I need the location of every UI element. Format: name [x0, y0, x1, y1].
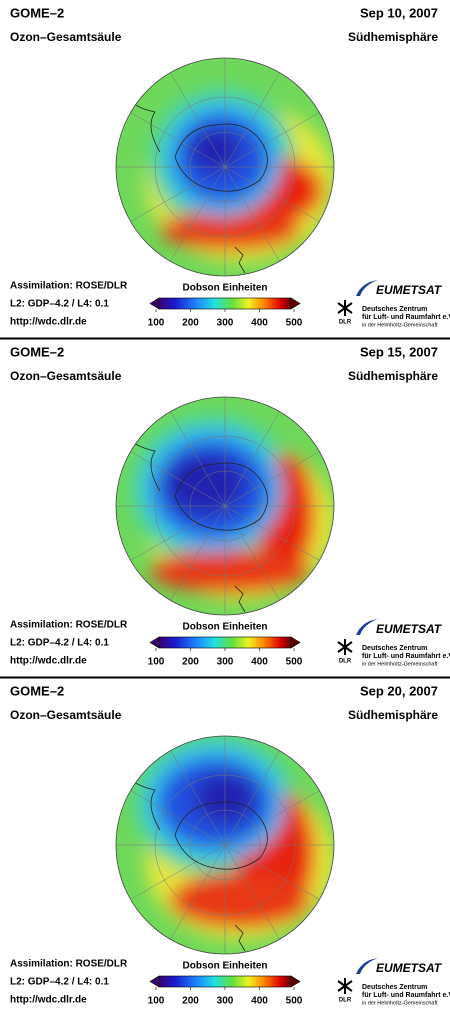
dlr-logo: DLR: [339, 998, 352, 1004]
url: http://wdc.dlr.de: [10, 995, 87, 1006]
colorbar: [158, 636, 292, 649]
colorbar-tick-label: 500: [286, 657, 303, 668]
ozone-red: [160, 210, 300, 250]
dlr-logo: DLR: [339, 659, 352, 665]
instrument: GOME–2: [10, 344, 64, 359]
dlr-tagline: in der Helmholtz-Gemeinschaft: [362, 1000, 438, 1006]
date: Sep 10, 2007: [360, 5, 438, 20]
version: L2: GDP–4.2 / L4: 0.1: [10, 638, 109, 649]
dlr-symbol: [337, 978, 353, 994]
colorbar-tick-label: 400: [251, 318, 268, 329]
coastline: [234, 246, 246, 274]
dlr-name: für Luft- und Raumfahrt e.V.: [362, 992, 450, 999]
dlr-name: Deutsches Zentrum: [362, 984, 427, 991]
parallel: [189, 470, 261, 542]
globe-outline: [115, 396, 335, 616]
colorbar-tick-label: 500: [286, 996, 303, 1007]
dlr-logo: DLR: [339, 320, 352, 326]
region: Südhemisphäre: [348, 708, 438, 722]
globe: [116, 736, 334, 954]
colorbar-tick-label: 200: [182, 657, 199, 668]
region: Südhemisphäre: [348, 369, 438, 383]
dlr-tagline: in der Helmholtz-Gemeinschaft: [362, 661, 438, 667]
dlr-name: für Luft- und Raumfahrt e.V.: [362, 314, 450, 321]
colorbar-tick-label: 300: [217, 996, 234, 1007]
eumetsat-logo: EUMETSAT: [376, 961, 443, 975]
parallel: [154, 96, 296, 238]
globe: [116, 397, 334, 615]
eumetsat-logo: EUMETSAT: [376, 283, 443, 297]
colorbar-label: Dobson Einheiten: [183, 283, 268, 294]
panel: GOME–2 Ozon–Gesamtsäule Sep 10, 2007 Südhem…: [10, 5, 450, 328]
globe-outline: [115, 57, 335, 277]
colorbar-label: Dobson Einheiten: [183, 622, 268, 633]
colorbar-tick-label: 100: [148, 996, 165, 1007]
url: http://wdc.dlr.de: [10, 317, 87, 328]
version: L2: GDP–4.2 / L4: 0.1: [10, 977, 109, 988]
product: Ozon–Gesamtsäule: [10, 30, 122, 44]
date: Sep 20, 2007: [360, 683, 438, 698]
colorbar-tick-label: 500: [286, 318, 303, 329]
product: Ozon–Gesamtsäule: [10, 369, 122, 383]
colorbar-tick-label: 400: [251, 996, 268, 1007]
colorbar-tick-label: 300: [217, 657, 234, 668]
dlr-name: für Luft- und Raumfahrt e.V.: [362, 653, 450, 660]
panel: GOME–2 Ozon–Gesamtsäule Sep 15, 2007 Südhem…: [10, 344, 450, 667]
globe: [116, 58, 334, 276]
panel: GOME–2 Ozon–Gesamtsäule Sep 20, 2007 Südhem…: [10, 683, 450, 1006]
dlr-symbol: [337, 639, 353, 655]
product: Ozon–Gesamtsäule: [10, 708, 122, 722]
colorbar-tick-label: 100: [148, 318, 165, 329]
colorbar-tick-label: 300: [217, 318, 234, 329]
colorbar-tick-label: 100: [148, 657, 165, 668]
region: Südhemisphäre: [348, 30, 438, 44]
dlr-tagline: in der Helmholtz-Gemeinschaft: [362, 322, 438, 328]
colorbar-tick-label: 400: [251, 657, 268, 668]
colorbar-max-arrow: [290, 636, 301, 649]
meridian: [130, 790, 320, 900]
colorbar-min-arrow: [149, 975, 160, 988]
colorbar-tick-label: 200: [182, 318, 199, 329]
ozone-field: [128, 412, 334, 601]
colorbar: [158, 975, 292, 988]
dlr-name: Deutsches Zentrum: [362, 306, 427, 313]
parallel: [189, 131, 261, 203]
version: L2: GDP–4.2 / L4: 0.1: [10, 299, 109, 310]
ozone-red: [170, 872, 310, 928]
colorbar-min-arrow: [149, 636, 160, 649]
dlr-name: Deutsches Zentrum: [362, 645, 427, 652]
date: Sep 15, 2007: [360, 344, 438, 359]
url: http://wdc.dlr.de: [10, 656, 87, 667]
assimilation: Assimilation: ROSE/DLR: [10, 281, 128, 292]
colorbar-min-arrow: [149, 297, 160, 310]
colorbar-max-arrow: [290, 297, 301, 310]
parallel: [189, 809, 261, 881]
coastline: [234, 585, 246, 613]
coastline: [174, 462, 268, 531]
colorbar-tick-label: 200: [182, 996, 199, 1007]
coastline: [234, 924, 246, 952]
meridian: [130, 112, 320, 222]
parallel: [154, 774, 296, 916]
coastline: [174, 801, 268, 870]
meridian: [130, 451, 320, 561]
dlr-symbol: [337, 300, 353, 316]
eumetsat-swoosh: [356, 280, 378, 296]
assimilation: Assimilation: ROSE/DLR: [10, 959, 128, 970]
eumetsat-logo: EUMETSAT: [376, 622, 443, 636]
colorbar-max-arrow: [290, 975, 301, 988]
ozone-red: [150, 549, 310, 593]
eumetsat-swoosh: [356, 619, 378, 635]
coastline: [174, 123, 268, 192]
colorbar-label: Dobson Einheiten: [183, 961, 268, 972]
eumetsat-swoosh: [356, 958, 378, 974]
assimilation: Assimilation: ROSE/DLR: [10, 620, 128, 631]
instrument: GOME–2: [10, 683, 64, 698]
globe-outline: [115, 735, 335, 955]
colorbar: [158, 297, 292, 310]
instrument: GOME–2: [10, 5, 64, 20]
parallel: [154, 435, 296, 577]
